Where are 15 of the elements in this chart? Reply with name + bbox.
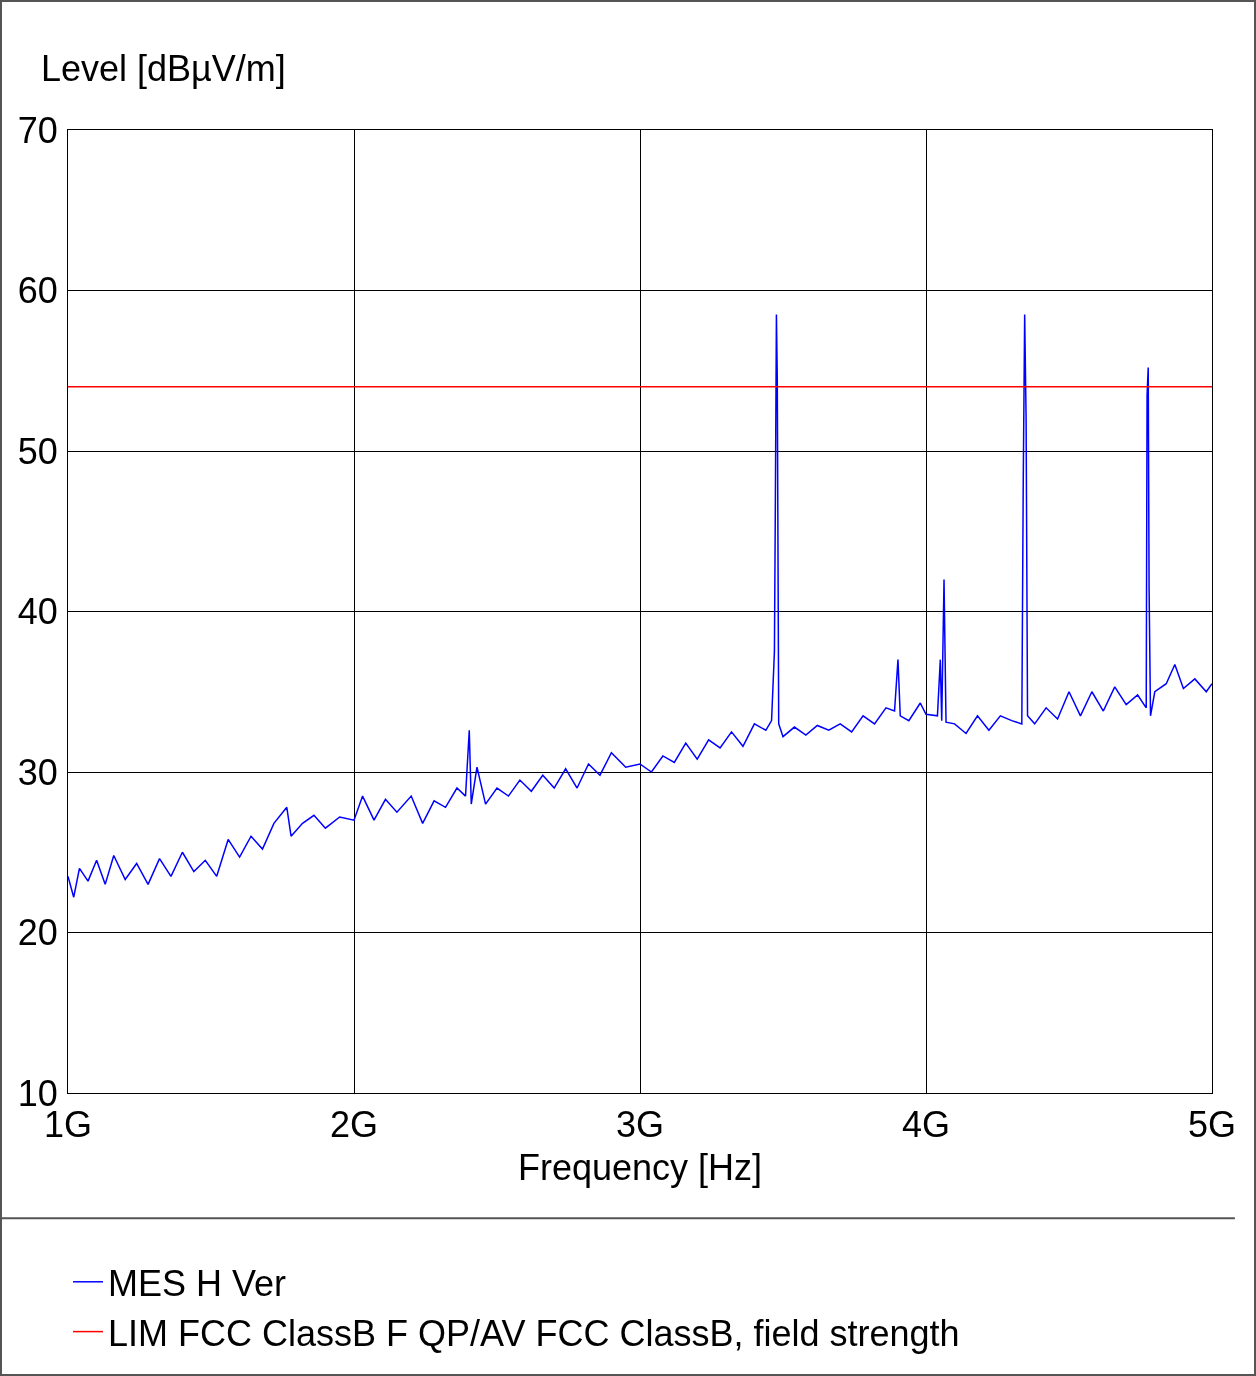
legend-label: LIM FCC ClassB F QP/AV FCC ClassB, field strength <box>108 1312 960 1354</box>
x-tick-label: 2G <box>329 1104 379 1146</box>
y-axis-title: Level [dBµV/m] <box>41 48 286 89</box>
y-tick-label: 70 <box>17 109 58 151</box>
y-tick-label: 60 <box>17 270 58 312</box>
x-axis-title: Frequency [Hz] <box>517 1147 763 1188</box>
y-tick-label: 30 <box>17 751 58 793</box>
y-tick-label: 50 <box>17 430 58 472</box>
x-tick-label: 4G <box>901 1104 951 1146</box>
x-tick-label: 5G <box>1187 1104 1237 1146</box>
legend-label: MES H Ver <box>108 1262 287 1304</box>
line-series <box>68 313 1212 898</box>
y-tick-label: 40 <box>17 591 58 633</box>
x-tick-label: 3G <box>615 1104 665 1146</box>
y-tick-label: 20 <box>17 912 58 954</box>
